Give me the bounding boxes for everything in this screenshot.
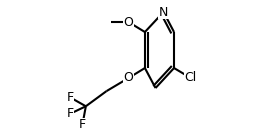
Text: Cl: Cl [185,71,197,84]
Text: O: O [124,16,134,29]
Text: O: O [124,71,134,84]
Text: F: F [79,118,86,131]
Text: F: F [66,107,74,120]
Text: N: N [159,6,168,18]
Text: F: F [66,91,74,104]
